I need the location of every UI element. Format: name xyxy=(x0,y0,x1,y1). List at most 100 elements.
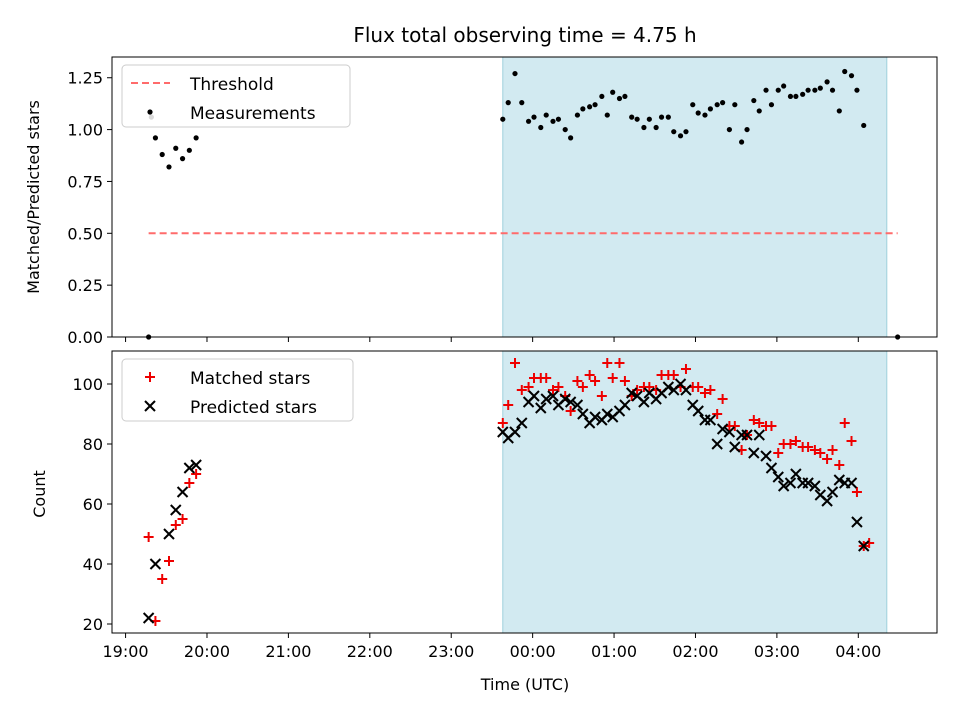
x-tick-label: 20:00 xyxy=(184,642,230,661)
predicted-star-marker xyxy=(858,540,870,552)
predicted-star-marker-b xyxy=(790,468,802,480)
matched-star-marker xyxy=(790,436,801,446)
y-tick-label: 1.25 xyxy=(67,69,103,88)
predicted-star-marker-b xyxy=(589,411,601,423)
predicted-star-marker-b xyxy=(674,378,687,390)
measurement-point xyxy=(538,124,544,131)
predicted-star-marker-b xyxy=(833,474,846,486)
predicted-star-marker xyxy=(723,426,736,438)
bottom-y-axis-label: Count xyxy=(30,470,49,518)
measurement-point xyxy=(793,93,799,100)
measurement-point xyxy=(854,87,860,93)
measurement-point xyxy=(587,104,593,110)
matched-star-marker xyxy=(773,448,784,458)
measurement-point xyxy=(646,116,652,122)
matched-star-marker xyxy=(577,382,588,392)
matched-star-marker xyxy=(163,556,174,566)
predicted-star-marker-b xyxy=(564,396,577,408)
matched-star-marker xyxy=(157,574,168,584)
predicted-star-marker-b xyxy=(631,390,643,402)
predicted-star-marker-b xyxy=(509,426,521,438)
predicted-star-marker-b xyxy=(851,516,863,528)
matched-star-marker xyxy=(754,418,765,428)
y-tick-label: 0.25 xyxy=(67,276,103,295)
measurement-point xyxy=(658,114,665,120)
x-tick-label: 00:00 xyxy=(510,642,556,661)
predicted-star-marker-b xyxy=(741,429,753,441)
measurement-point xyxy=(665,114,671,120)
measurement-point xyxy=(714,102,720,108)
matched-star-marker xyxy=(644,382,655,392)
matched-star-marker xyxy=(565,406,576,416)
predicted-star-marker-b xyxy=(680,384,692,396)
predicted-star-marker xyxy=(741,429,753,441)
matched-star-marker xyxy=(851,487,862,497)
predicted-star-marker xyxy=(753,429,765,441)
measurement-point xyxy=(179,156,186,162)
measurement-point xyxy=(756,108,762,114)
predicted-star-marker-b xyxy=(802,477,814,489)
predicted-star-marker xyxy=(662,381,675,393)
predicted-star-marker-b xyxy=(729,441,741,453)
measurement-point xyxy=(616,95,623,102)
matched-star-marker xyxy=(590,376,601,386)
predicted-star-marker-b xyxy=(704,414,717,426)
measurement-point xyxy=(599,93,605,100)
chart-title: Flux total observing time = 4.75 h xyxy=(353,23,696,47)
measurement-point xyxy=(800,91,806,97)
predicted-star-marker-b xyxy=(643,387,656,399)
measurement-point xyxy=(505,100,511,106)
predicted-star-marker-b xyxy=(723,426,736,438)
predicted-star-marker-b xyxy=(142,612,155,624)
measurement-point xyxy=(829,87,836,93)
predicted-star-marker xyxy=(190,459,202,471)
top-y-axis-label: Matched/Predicted stars xyxy=(24,100,43,294)
measurement-point xyxy=(744,126,750,133)
y-tick-label: 40 xyxy=(83,555,103,574)
measurement-point xyxy=(751,97,757,104)
predicted-star-marker xyxy=(833,474,846,486)
x-tick-label: 23:00 xyxy=(428,642,474,661)
measurement-point xyxy=(805,87,811,93)
matched-star-marker xyxy=(503,400,514,410)
matched-star-marker xyxy=(516,385,527,395)
predicted-star-marker xyxy=(772,471,784,483)
predicted-star-marker xyxy=(851,516,863,528)
legend-box xyxy=(121,358,354,422)
measurement-point xyxy=(500,116,506,122)
measurement-point xyxy=(842,68,848,75)
matched-star-marker xyxy=(191,469,202,479)
predicted-star-marker xyxy=(784,477,797,489)
predicted-star-marker xyxy=(571,399,584,411)
measurement-point xyxy=(173,145,179,151)
predicted-star-marker-b xyxy=(540,393,552,405)
predicted-star-marker xyxy=(809,480,821,492)
predicted-star-marker-b xyxy=(765,462,778,474)
measurement-point xyxy=(817,85,823,91)
predicted-star-marker xyxy=(547,390,559,402)
matched-star-marker xyxy=(614,358,625,368)
matched-star-marker xyxy=(803,442,814,452)
measurement-point xyxy=(543,112,549,118)
matched-star-marker xyxy=(846,436,857,446)
predicted-star-marker-b xyxy=(784,477,797,489)
predicted-star-marker xyxy=(535,402,547,414)
predicted-star-marker-b xyxy=(559,393,571,405)
x-axis-label: Time (UTC) xyxy=(480,675,569,694)
predicted-star-marker xyxy=(577,408,589,420)
measurement-point xyxy=(726,126,732,133)
measurement-point xyxy=(720,100,726,106)
predicted-star-marker-b xyxy=(170,504,182,516)
predicted-star-marker xyxy=(777,480,790,492)
y-tick-label: 0.00 xyxy=(67,328,103,347)
predicted-star-marker xyxy=(509,426,521,438)
predicted-star-marker xyxy=(680,384,692,396)
predicted-star-marker-b xyxy=(716,423,729,435)
predicted-star-marker xyxy=(692,405,704,417)
predicted-star-marker xyxy=(638,396,650,408)
y-tick-label: 100 xyxy=(72,375,103,394)
predicted-star-marker xyxy=(176,486,189,498)
matched-star-marker xyxy=(607,373,618,383)
matched-star-marker xyxy=(668,370,679,380)
y-tick-label: 80 xyxy=(83,435,103,454)
